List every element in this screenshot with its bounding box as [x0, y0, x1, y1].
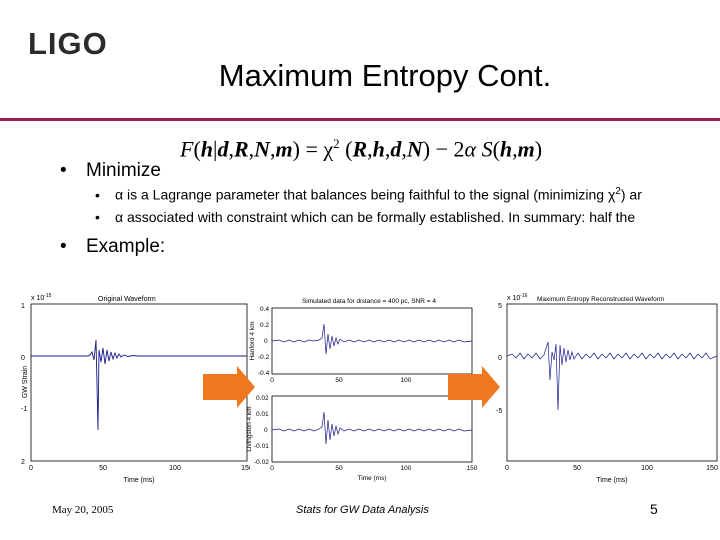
ytick-label: 2	[21, 459, 25, 466]
ytick-label: 0.2	[260, 322, 269, 329]
x-axis-label: Time (ms)	[357, 475, 386, 482]
ytick-label: 0.4	[260, 306, 269, 313]
slide-title: Maximum Entropy Cont.	[218, 58, 552, 93]
bullet-dot: •	[60, 160, 67, 181]
exponent-label: x 10-15	[31, 293, 52, 302]
page-number: 5	[650, 501, 658, 517]
reconstructed-trace	[506, 341, 718, 411]
xtick-label: 150	[706, 465, 718, 472]
sub-bullet-text-tail: ) ar	[620, 186, 642, 203]
simulated-data-plot: Simulated data for distance = 400 pc, SN…	[246, 298, 478, 482]
y-axis-label: GW Strain	[22, 366, 29, 398]
xtick-label: 50	[99, 465, 107, 472]
xtick-label: 150	[467, 465, 478, 472]
plot-title: Simulated data for distance = 400 pc, SN…	[302, 298, 436, 305]
ytick-label: 0	[498, 355, 502, 362]
ytick-label: -5	[496, 408, 502, 415]
xtick-label: 0	[270, 465, 274, 472]
ytick-label: -0.2	[258, 354, 270, 361]
footer-date: May 20, 2005	[52, 504, 114, 516]
ytick-label: 0.02	[256, 395, 269, 402]
xtick-label: 50	[573, 465, 581, 472]
chi-symbol: χ	[607, 186, 616, 203]
alpha-symbol: α	[115, 209, 124, 225]
arrow-right-icon	[448, 366, 500, 408]
y-axis-label: Hanford 4 km	[249, 321, 256, 360]
ytick-label: 5	[498, 303, 502, 310]
xtick-label: 50	[335, 465, 343, 472]
bullet-example: • Example:	[60, 236, 165, 258]
footer-title: Stats for GW Data Analysis	[296, 504, 429, 516]
ytick-label: 0.01	[256, 411, 269, 418]
waveform-trace	[31, 339, 247, 431]
xtick-label: 0	[29, 465, 33, 472]
bullet-minimize: • Minimize	[60, 160, 161, 182]
xtick-label: 0	[270, 377, 274, 384]
y-axis-label: Livingston 4 km	[246, 406, 253, 451]
livingston-trace	[271, 411, 473, 445]
sub-bullet-constraint: • α associated with constraint which can …	[95, 209, 635, 225]
xtick-label: 100	[641, 465, 653, 472]
xtick-label: 0	[505, 465, 509, 472]
ytick-label: 1	[21, 303, 25, 310]
ytick-label: 0	[21, 355, 25, 362]
chi-superscript: 2	[615, 186, 621, 197]
x-axis-label: Time (ms)	[123, 477, 154, 484]
alpha-symbol: α	[115, 186, 124, 203]
xtick-label: 50	[335, 377, 343, 384]
bullet-minimize-text: Minimize	[86, 160, 161, 181]
ytick-label: -0.02	[254, 459, 269, 466]
ytick-label: -0.01	[254, 443, 269, 450]
bullet-dot: •	[60, 236, 67, 257]
x-axis-label: Time (ms)	[596, 477, 627, 484]
livingston-panel-frame	[271, 395, 473, 463]
minimization-formula: F(h|d,R,N,m) = χ2 (R,h,d,N) − 2α S(h,m)	[180, 136, 543, 162]
sub-bullet-dot: •	[95, 209, 100, 225]
arrow-right-icon	[203, 366, 255, 408]
sub-bullet-text: is a Lagrange parameter that balances be…	[123, 186, 608, 203]
xtick-label: 100	[401, 377, 412, 384]
ligo-logo: LIGO	[28, 26, 108, 61]
plot-title: Original Waveform	[98, 296, 156, 303]
plot-title: Maximum Entropy Reconstructed Waveform	[537, 296, 664, 303]
title-rule	[0, 118, 720, 121]
hanford-trace	[271, 323, 473, 355]
xtick-label: 100	[169, 465, 181, 472]
xtick-label: 150	[241, 465, 250, 472]
ytick-label: -0.4	[258, 370, 270, 377]
sub-bullet-text: associated with constraint which can be …	[123, 209, 636, 225]
ytick-label: 0	[264, 427, 268, 434]
reconstructed-waveform-plot: x 10-16 Maximum Entropy Reconstructed Wa…	[496, 293, 718, 484]
sub-bullet-dot: •	[95, 186, 100, 203]
bullet-example-text: Example:	[86, 236, 166, 257]
sub-bullet-lagrange: • α is a Lagrange parameter that balances…	[95, 186, 642, 203]
xtick-label: 100	[401, 465, 412, 472]
plot-frame	[506, 303, 718, 462]
ytick-label: 0	[264, 338, 268, 345]
exponent-label: x 10-16	[507, 293, 528, 302]
ytick-label: -1	[21, 406, 27, 413]
